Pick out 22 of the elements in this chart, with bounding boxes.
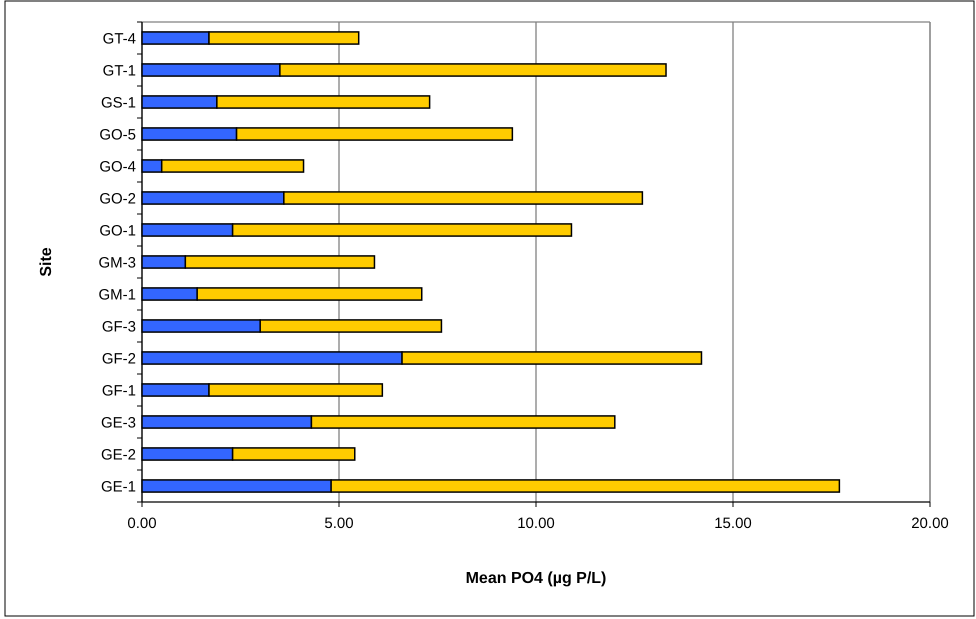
x-tick-label: 5.00 — [324, 515, 354, 532]
y-tick-label: GE-1 — [100, 478, 136, 496]
y-tick-label: GO-2 — [99, 190, 136, 208]
y-tick-label: GM-1 — [98, 286, 136, 304]
x-tick-label: 20.00 — [911, 515, 949, 532]
y-tick-label: GO-1 — [99, 222, 136, 240]
y-tick-label: GT-1 — [102, 62, 136, 80]
y-tick-label: GO-4 — [99, 158, 136, 176]
y-tick-label: GE-3 — [100, 414, 136, 432]
y-tick-label: GT-4 — [102, 30, 136, 48]
y-axis-title: Site — [38, 247, 55, 277]
y-tick-label: GM-3 — [98, 254, 136, 272]
x-tick-label: 0.00 — [127, 515, 157, 532]
y-tick-label: GF-2 — [102, 350, 136, 368]
y-tick-label: GF-3 — [102, 318, 136, 336]
x-axis-title: Mean PO4 (µg P/L) — [466, 570, 606, 587]
y-tick-label: GF-1 — [102, 382, 136, 400]
y-tick-label: GO-5 — [99, 126, 136, 144]
y-tick-label: GS-1 — [100, 94, 136, 112]
y-tick-label: GE-2 — [100, 446, 136, 464]
x-tick-label: 10.00 — [517, 515, 555, 532]
x-tick-label: 15.00 — [714, 515, 752, 532]
